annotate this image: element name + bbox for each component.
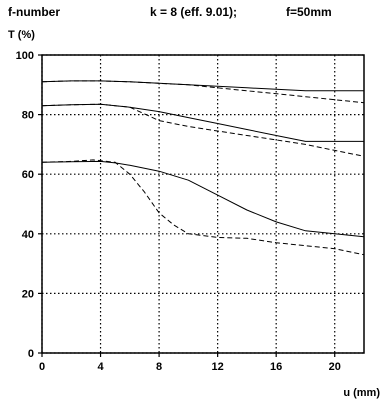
y-tick-label: 100 [16,50,34,62]
header-f-number: f-number [8,5,60,19]
x-tick-label: 12 [212,361,224,373]
series-group [41,80,365,256]
header-aperture: k = 8 (eff. 9.01); [150,5,238,19]
y-tick-label: 20 [22,288,34,300]
x-axis-label: u (mm) [343,387,380,399]
grid-lines [41,54,364,354]
series-line-1-solid [41,80,364,92]
y-tick-label: 80 [22,110,34,122]
x-tick-label: 8 [156,361,162,373]
x-tick-label: 0 [39,361,45,373]
series-line-2-dashed [41,80,365,104]
x-tick-label: 4 [97,361,104,373]
y-tick-label: 40 [22,229,34,241]
x-tick-label: 20 [329,361,341,373]
header-focal-length: f=50mm [286,5,332,19]
y-axis-label: T (%) [8,29,35,41]
series-line-4-dashed [41,103,365,157]
y-tick-label: 60 [22,169,34,181]
series-line-3-solid [41,103,364,142]
y-tick-label: 0 [28,348,34,360]
series-line-5-solid [41,160,365,238]
x-tick-label: 16 [270,361,282,373]
tick-group: 0 4 8 12 16 20 0 20 40 60 80 100 [16,50,341,373]
series-line-6-dashed [41,159,365,256]
plot-frame [41,54,365,354]
